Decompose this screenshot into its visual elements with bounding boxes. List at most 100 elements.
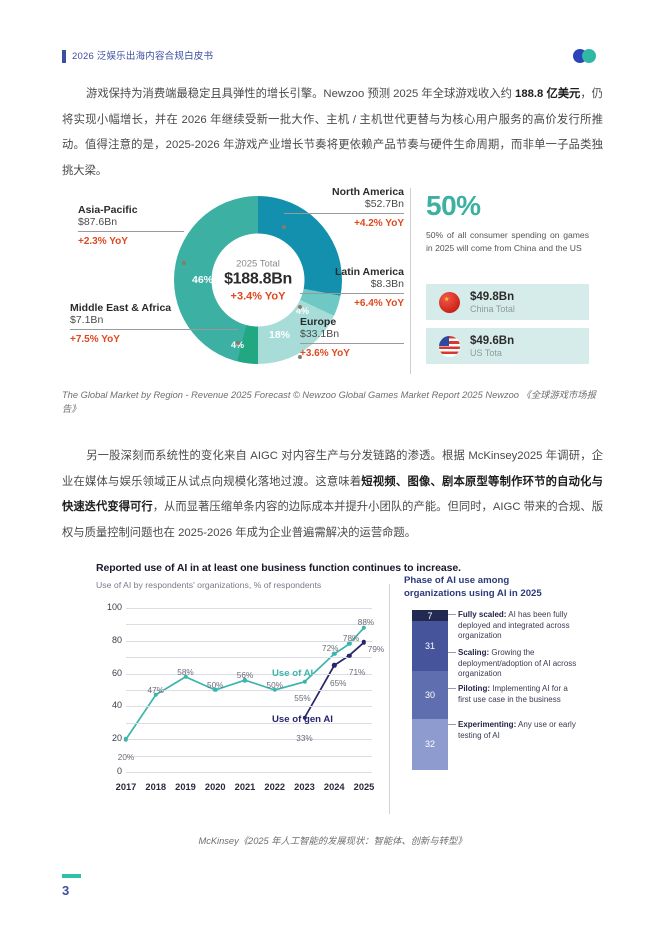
x-axis-tick: 2019 <box>175 782 196 792</box>
legend-desc: AI has been fully deployed and integrate… <box>458 610 570 640</box>
donut-chart: 28% 4% 18% 4% 46% 2025 Total $188.8Bn +3… <box>174 196 342 364</box>
data-label: 47% <box>147 685 164 695</box>
stat-card-china: ★ $49.8Bn China Total <box>426 284 589 320</box>
gridline <box>126 722 372 724</box>
data-point <box>302 715 307 721</box>
header-accent-bar <box>62 50 66 63</box>
gridline <box>126 739 372 741</box>
region-name: Asia-Pacific <box>78 204 138 216</box>
data-label: 56% <box>236 671 254 681</box>
stacked-bar-legend: Fully scaled: AI has been fully deployed… <box>96 562 576 812</box>
p1-text-a: 游戏保持为消费端最稳定且具弹性的增长引擎。Newzoo 预测 2025 年全球游… <box>86 88 516 100</box>
data-point <box>183 674 188 680</box>
data-label: 88% <box>357 617 375 627</box>
stat-card-us: $49.6Bn US Tota <box>426 328 589 364</box>
gridline <box>126 706 372 708</box>
bar-segment-piloting: 30 <box>412 670 448 719</box>
stat-label: China Total <box>470 303 515 314</box>
legend-item: Fully scaled: AI has been fully deployed… <box>448 610 578 642</box>
bar-segment-fully-scaled: 7 <box>412 610 448 622</box>
panel-description: 50% of all consumer spending on games in… <box>426 230 589 253</box>
region-name: Europe <box>300 316 337 328</box>
data-point <box>213 687 218 693</box>
gridline <box>126 624 372 626</box>
region-value: $8.3Bn <box>370 278 404 290</box>
donut-center-yoy: +3.4% YoY <box>230 290 286 303</box>
legend-item: Experimenting: Any use or early testing … <box>448 720 578 741</box>
x-axis-tick: 2018 <box>145 782 167 792</box>
region-name: North America <box>332 186 404 198</box>
legend-desc: Any use or early testing of AI <box>458 720 576 740</box>
stat-label: US Tota <box>470 347 502 358</box>
data-label: 65% <box>330 679 347 689</box>
legend-tick <box>448 724 456 725</box>
data-point <box>332 663 337 668</box>
data-point <box>153 692 158 698</box>
data-label: 20% <box>117 753 135 763</box>
donut-center-total: $188.8Bn <box>224 270 292 288</box>
bar-segment-experimenting: 32 <box>412 718 448 770</box>
legend-desc: Growing the deployment/adoption of AI ac… <box>458 648 577 678</box>
p1-highlight: 188.8 亿美元 <box>515 88 581 100</box>
data-label: 55% <box>294 693 311 703</box>
stat-value: $49.8Bn <box>470 290 515 303</box>
region-value: $52.7Bn <box>364 198 404 210</box>
x-axis-tick: 2022 <box>264 782 286 792</box>
region-value: $7.1Bn <box>70 314 104 326</box>
gridline <box>126 673 372 675</box>
page-number-value: 3 <box>62 882 70 898</box>
p1-text-c: ，仍将实现小幅增长，并在 2026 年继续受新一批大作、主机 / 主机世代更替与… <box>62 88 603 177</box>
data-point <box>272 687 277 693</box>
gridline <box>126 690 372 691</box>
leader-dot <box>298 305 302 309</box>
page-number: 3 <box>62 874 81 898</box>
brand-logo-icon <box>573 49 603 63</box>
data-label: 33% <box>296 733 313 743</box>
region-name: Latin America <box>334 266 404 278</box>
leader-line <box>78 231 184 232</box>
y-axis-tick: 60 <box>111 667 122 678</box>
donut-center: 2025 Total $188.8Bn +3.4% YoY <box>211 233 305 327</box>
y-axis-tick: 20 <box>111 733 122 744</box>
region-value: $33.1Bn <box>300 328 340 340</box>
gridline <box>126 657 372 659</box>
donut-pct-latin-america: 4% <box>296 306 310 316</box>
legend-term: Scaling: <box>458 648 490 657</box>
data-label: 71% <box>348 667 366 677</box>
leader-dot <box>282 225 286 229</box>
leader-dot <box>182 261 186 265</box>
legend-desc: Implementing AI for a first use case in … <box>458 684 568 704</box>
logo-circle-teal <box>582 49 596 63</box>
region-yoy: +3.6% YoY <box>300 348 350 359</box>
figure-mckinsey-ai-adoption: Reported use of AI in at least one busin… <box>96 562 576 824</box>
figure-global-market-by-region: 28% 4% 18% 4% 46% 2025 Total $188.8Bn +3… <box>62 182 603 382</box>
header-title: 2026 泛娱乐出海内容合规白皮书 <box>72 51 214 62</box>
stacked-bar-title: Phase of AI use among organizations usin… <box>404 575 542 599</box>
gridline <box>126 772 372 773</box>
gridline <box>126 608 372 609</box>
x-axis-tick: 2024 <box>323 782 345 792</box>
bar-segment-scaling: 31 <box>412 621 448 671</box>
leader-dot <box>236 341 240 345</box>
figure1-right-panel: 50% 50% of all consumer spending on game… <box>426 192 606 255</box>
data-point <box>361 625 367 630</box>
donut-pct-europe: 18% <box>269 329 291 341</box>
line-chart-plot-area: 0 20 40 60 80 100 2017 2018 2019 2020 2021 2022 2023… <box>104 602 384 792</box>
x-axis-tick: 2020 <box>204 782 226 792</box>
china-flag-icon: ★ <box>439 291 460 313</box>
legend-tick <box>448 614 456 615</box>
y-axis-tick: 40 <box>111 700 122 711</box>
leader-line <box>70 329 238 330</box>
legend-term: Piloting: <box>458 684 490 693</box>
x-axis-tick: 2023 <box>294 782 315 792</box>
line-chart-svg <box>125 627 365 740</box>
region-label-europe: Europe $33.1Bn +3.6% YoY <box>298 316 404 359</box>
data-label: 58% <box>177 667 194 677</box>
data-point <box>302 679 307 684</box>
y-axis-tick: 100 <box>106 602 122 612</box>
data-label: 50% <box>207 681 224 690</box>
data-point <box>123 736 129 742</box>
y-axis-tick: 80 <box>111 634 122 645</box>
data-label: 79% <box>367 645 385 655</box>
